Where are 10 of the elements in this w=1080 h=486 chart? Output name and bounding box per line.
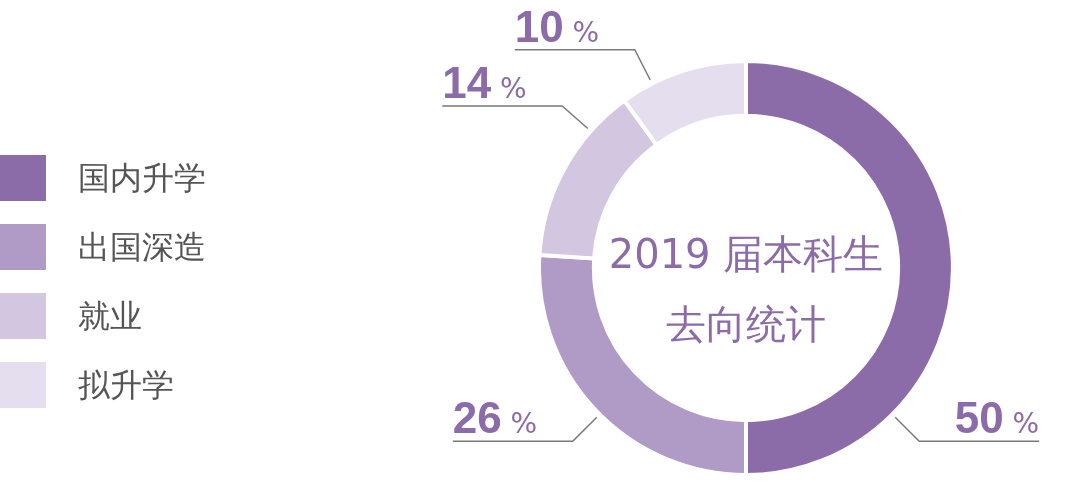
data-label: 50 % [954,393,1040,443]
data-label: 10 % [514,1,600,51]
legend-label: 就业 [78,297,142,335]
legend-label: 出国深造 [78,228,206,266]
text: 2019 届本科生 [608,231,884,277]
data-label: 26 % [452,393,538,443]
legend-label: 拟升学 [78,366,174,404]
legend-label: 国内升学 [78,159,206,197]
data-label: 14 % [442,57,527,107]
text: 去向统计 [666,301,826,347]
